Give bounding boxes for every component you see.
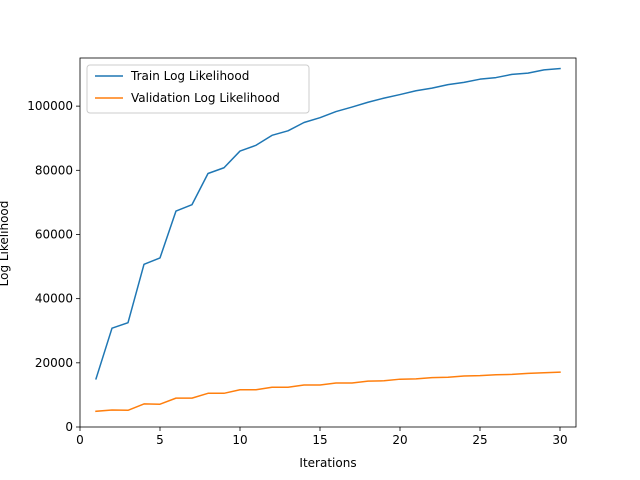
y-tick-label: 80000 [35, 163, 73, 177]
series-line-1 [95, 371, 561, 413]
x-tick-label: 0 [76, 433, 84, 447]
series-layer [95, 67, 561, 413]
x-axis-ticks: 0 5 10 15 20 25 30 [76, 427, 568, 447]
axes-layer [79, 57, 577, 428]
legend: Train Log Likelihood Validation Log Likel… [86, 64, 310, 114]
x-tick-label: 5 [156, 433, 164, 447]
legend-label: Validation Log Likelihood [131, 91, 280, 105]
y-tick-label: 100000 [27, 99, 73, 113]
x-tick-label: 10 [232, 433, 247, 447]
y-tick-label: 40000 [35, 292, 73, 306]
x-tick-label: 25 [472, 433, 487, 447]
series-line-0 [95, 67, 561, 380]
y-tick-label: 60000 [35, 227, 73, 241]
y-axis-label: Log Likelihood [0, 201, 11, 287]
plot-frame [79, 57, 577, 428]
y-tick-label: 0 [65, 420, 73, 434]
x-tick-label: 15 [312, 433, 327, 447]
y-tick-label: 20000 [35, 356, 73, 370]
x-axis-label: Iterations [299, 456, 356, 470]
legend-box [86, 64, 310, 114]
y-axis-ticks: 0 20000 40000 60000 80000 100000 [27, 99, 80, 434]
x-tick-label: 30 [552, 433, 567, 447]
legend-label: Train Log Likelihood [130, 69, 249, 83]
x-tick-label: 20 [392, 433, 407, 447]
